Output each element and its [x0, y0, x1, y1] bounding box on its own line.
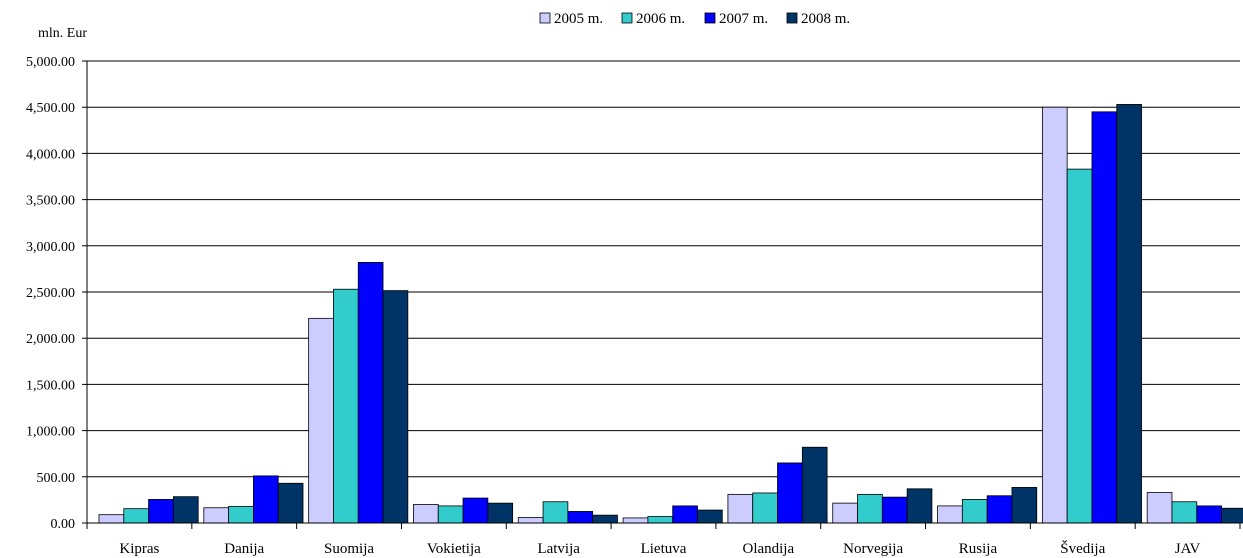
- bar-vokietija-2007: [462, 497, 489, 524]
- x-tick-label: Olandija: [742, 541, 794, 557]
- bar-rusija-2006: [961, 499, 988, 524]
- bar-vokietija-2005: [413, 504, 439, 524]
- bar-latvija-2007: [567, 511, 594, 524]
- y-axis-unit-label: mln. Eur: [38, 26, 87, 41]
- y-tick-label: 3,000.00: [26, 240, 75, 255]
- bar-danija-2005: [203, 507, 230, 524]
- bar-kipras-2006: [123, 508, 150, 524]
- bar-danija-2006: [228, 505, 254, 524]
- bar-jav-2008: [1221, 507, 1243, 524]
- legend-swatch: [704, 12, 716, 24]
- bar-norvegija-2008: [906, 488, 933, 524]
- bar-švedija-2006: [1066, 168, 1093, 524]
- bar-olandija-2006: [752, 492, 778, 524]
- bar-olandija-2005: [727, 493, 754, 524]
- bar-rusija-2008: [1011, 487, 1038, 524]
- bar-rusija-2005: [937, 505, 963, 524]
- legend-label: 2006 m.: [636, 11, 685, 27]
- gridlines: [87, 60, 1240, 478]
- x-tick-label: Rusija: [959, 541, 998, 557]
- bar-lietuva-2005: [622, 517, 649, 524]
- y-tick-label: 5,000.00: [26, 55, 75, 70]
- bar-jav-2005: [1146, 492, 1173, 524]
- bar-suomija-2007: [357, 262, 384, 524]
- x-tick-label: Švedija: [1060, 540, 1105, 557]
- y-tick-label: 2,000.00: [26, 332, 75, 347]
- y-tick-label: 500.00: [37, 471, 76, 486]
- bar-latvija-2008: [592, 514, 618, 524]
- bars: [98, 104, 1243, 524]
- bar-lietuva-2008: [697, 509, 723, 524]
- bar-vokietija-2008: [487, 502, 514, 524]
- bar-lietuva-2007: [672, 505, 698, 524]
- bar-kipras-2005: [98, 514, 125, 524]
- y-tick-label: 4,000.00: [26, 147, 75, 162]
- x-tick-label: Suomija: [324, 541, 374, 557]
- bar-švedija-2007: [1091, 111, 1118, 524]
- bar-jav-2007: [1196, 505, 1222, 524]
- bar-olandija-2007: [777, 462, 803, 524]
- x-tick-label: JAV: [1175, 541, 1201, 557]
- y-axis: 0.00 500.00 1,000.00 1,500.00 2,000.00 2,500.…: [26, 55, 88, 532]
- bar-danija-2007: [253, 475, 279, 524]
- y-tick-label: 0.00: [51, 517, 76, 532]
- legend: 2005 m. 2006 m. 2007 m. 2008 m.: [539, 11, 850, 27]
- bar-švedija-2005: [1041, 106, 1068, 524]
- bar-norvegija-2005: [832, 502, 858, 524]
- x-tick-label: Kipras: [119, 541, 159, 557]
- bar-jav-2006: [1171, 501, 1198, 524]
- x-tick-label: Danija: [224, 541, 264, 557]
- bar-suomija-2006: [333, 288, 359, 524]
- legend-swatch: [786, 12, 798, 24]
- bar-latvija-2005: [517, 517, 544, 524]
- x-tick-label: Lietuva: [641, 541, 687, 557]
- x-tick-label: Vokietija: [427, 541, 481, 557]
- x-axis: Kipras Danija Suomija Vokietija Latvija Lietu…: [86, 522, 1241, 557]
- legend-label: 2005 m.: [554, 11, 603, 27]
- legend-swatch: [621, 12, 633, 24]
- y-tick-label: 3,500.00: [26, 194, 75, 209]
- bar-norvegija-2007: [881, 496, 908, 524]
- bar-suomija-2005: [308, 317, 334, 524]
- bar-kipras-2007: [148, 499, 174, 524]
- bar-švedija-2008: [1116, 104, 1142, 524]
- x-tick-label: Latvija: [537, 541, 580, 557]
- bar-latvija-2006: [542, 501, 569, 524]
- bar-kipras-2008: [172, 496, 199, 524]
- y-tick-label: 1,500.00: [26, 378, 75, 393]
- bar-suomija-2008: [382, 290, 409, 524]
- y-tick-label: 1,000.00: [26, 425, 75, 440]
- y-tick-label: 2,500.00: [26, 286, 75, 301]
- legend-swatch: [539, 12, 551, 24]
- bar-olandija-2008: [801, 446, 828, 524]
- bar-rusija-2007: [986, 495, 1013, 524]
- y-tick-label: 4,500.00: [26, 101, 75, 116]
- bar-vokietija-2006: [437, 505, 464, 524]
- bar-norvegija-2006: [857, 493, 883, 524]
- bar-danija-2008: [277, 482, 304, 524]
- x-tick-label: Norvegija: [843, 541, 903, 557]
- legend-label: 2007 m.: [719, 11, 768, 27]
- legend-label: 2008 m.: [801, 11, 850, 27]
- bar-lietuva-2006: [647, 516, 674, 524]
